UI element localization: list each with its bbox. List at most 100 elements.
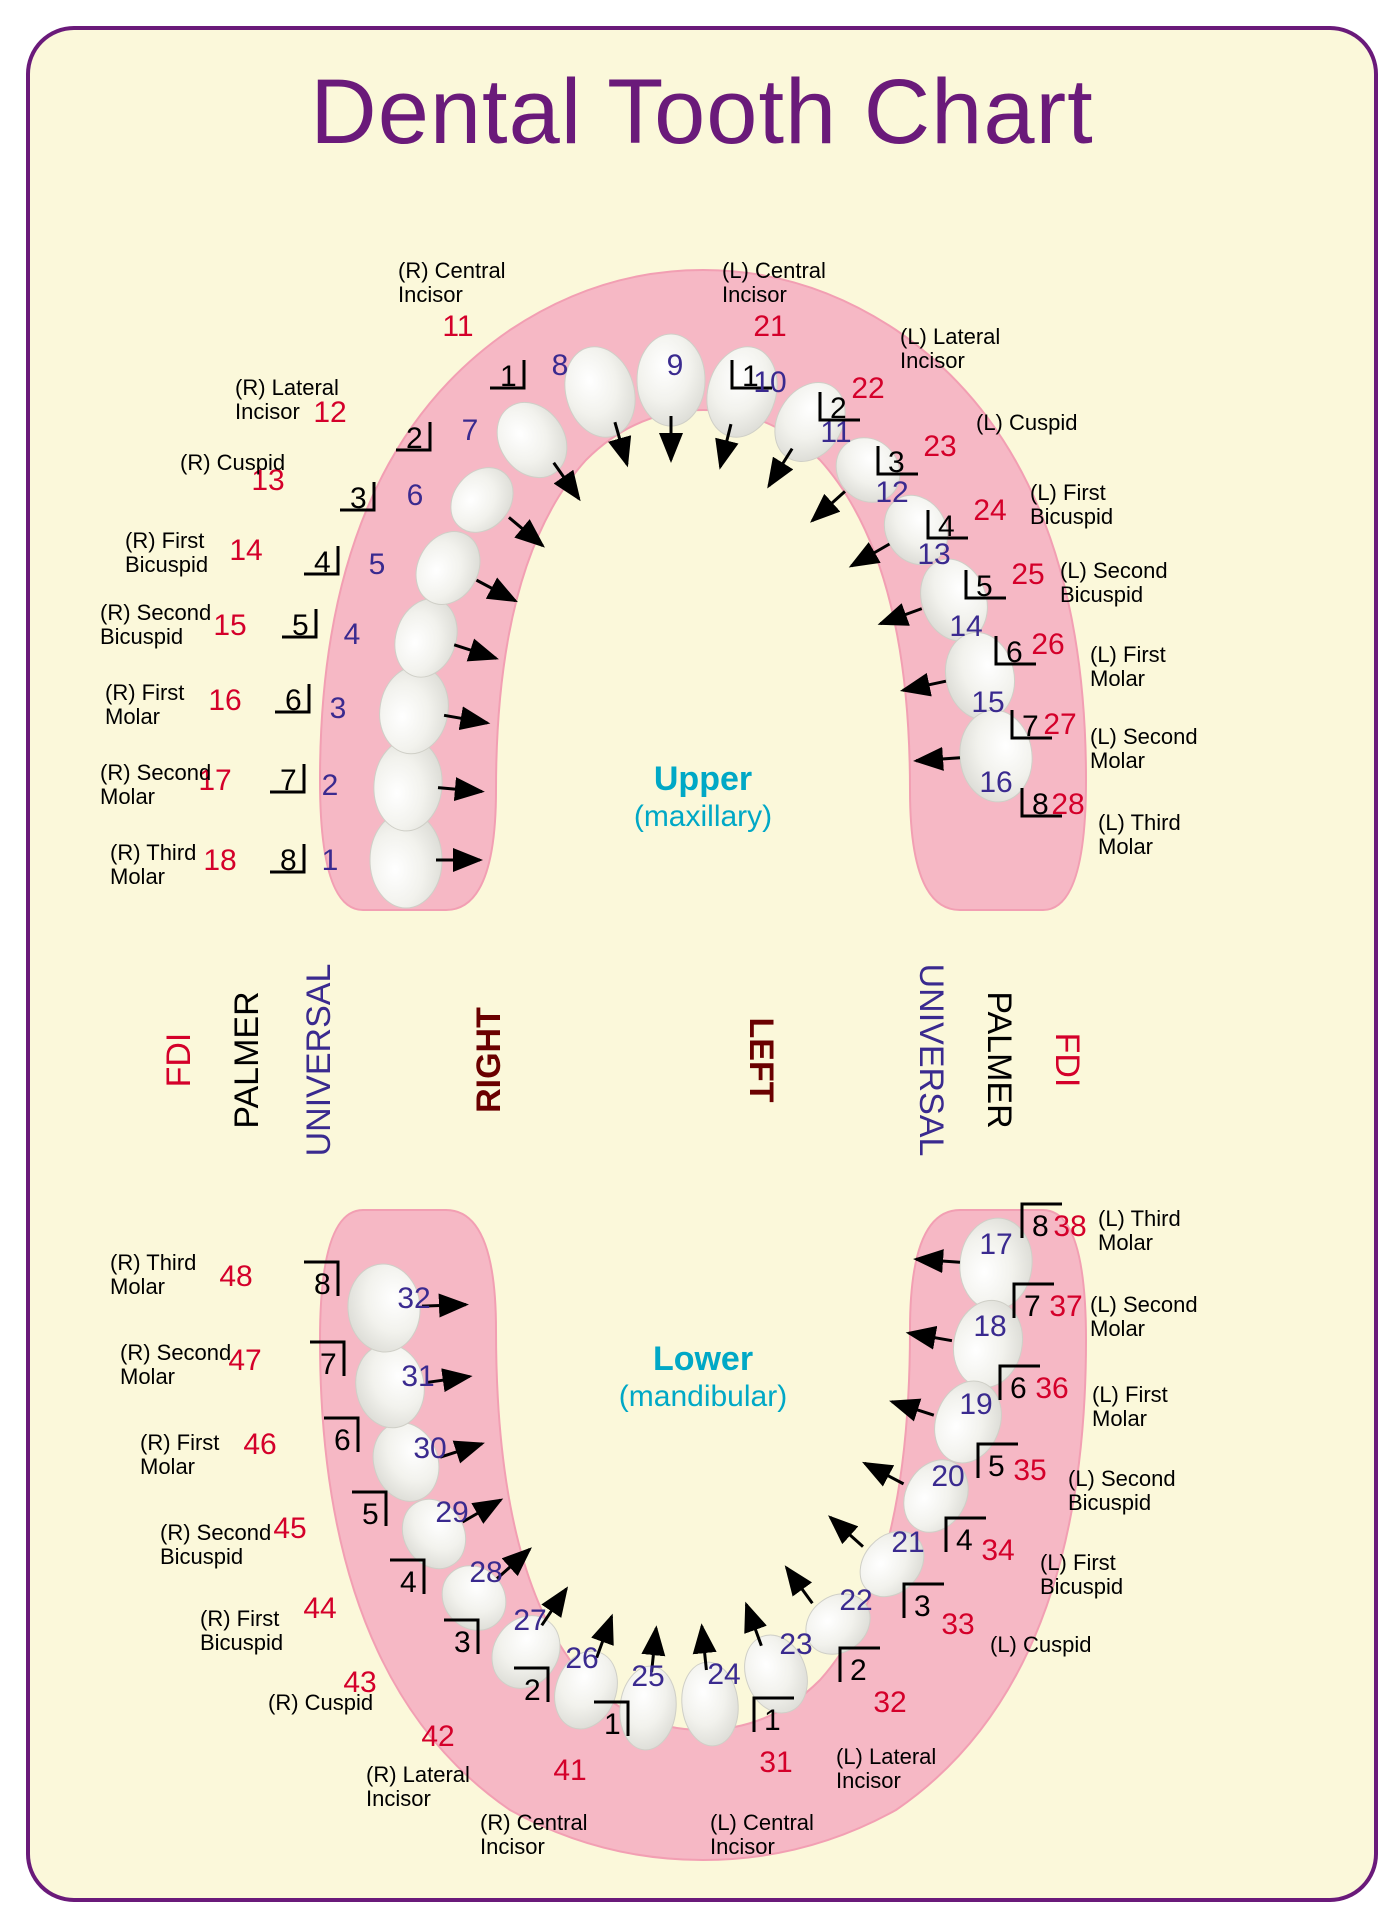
fdi-number: 15: [213, 609, 246, 642]
pointer-arrow: [786, 1568, 812, 1604]
palmer-number: 4: [956, 1524, 973, 1557]
universal-number: 29: [435, 1496, 468, 1529]
tooth-name: (R) FirstBicuspid: [200, 1606, 283, 1655]
tooth-name: (R) SecondBicuspid: [100, 600, 211, 649]
pointer-arrow: [865, 1463, 904, 1484]
fdi-number: 26: [1031, 628, 1064, 661]
lower-arch-label: Lower: [653, 1340, 753, 1378]
fdi-number: 14: [229, 534, 262, 567]
fdi-number: 27: [1043, 708, 1076, 741]
system-label: UNIVERSAL: [300, 964, 338, 1157]
fdi-number: 32: [873, 1686, 906, 1719]
palmer-number: 5: [362, 1498, 379, 1531]
tooth-name: (L) FirstMolar: [1090, 642, 1166, 691]
fdi-number: 48: [219, 1260, 252, 1293]
tooth-name: (L) ThirdMolar: [1098, 810, 1181, 859]
universal-number: 28: [469, 1556, 502, 1589]
universal-number: 30: [413, 1432, 446, 1465]
fdi-number: 45: [273, 1512, 306, 1545]
pointer-arrow: [769, 449, 792, 486]
universal-number: 32: [397, 1282, 430, 1315]
tooth-name: (R) Cuspid: [268, 1690, 373, 1715]
universal-number: 19: [959, 1388, 992, 1421]
fdi-number: 23: [923, 430, 956, 463]
tooth-name: (R) SecondMolar: [120, 1340, 231, 1389]
palmer-number: 5: [988, 1450, 1005, 1483]
fdi-number: 31: [759, 1746, 792, 1779]
axis-labels-layer: FDIPALMERUNIVERSALRIGHTLEFTUNIVERSALPALM…: [160, 964, 1086, 1157]
chart-panel: Dental Tooth Chart Upper(maxillary)Lower…: [26, 26, 1378, 1902]
tooth-name: (R) ThirdMolar: [110, 1250, 196, 1299]
universal-number: 10: [753, 366, 786, 399]
tooth-name: (L) SecondMolar: [1090, 724, 1198, 773]
universal-number: 5: [369, 548, 386, 581]
tooth-name: (R) Cuspid: [180, 450, 285, 475]
tooth-name: (R) ThirdMolar: [110, 840, 196, 889]
palmer-number: 4: [400, 1566, 417, 1599]
tooth-name: (R) LateralIncisor: [366, 1762, 470, 1811]
tooth-name: (R) SecondBicuspid: [160, 1520, 271, 1569]
tooth-name: (L) Cuspid: [990, 1632, 1091, 1657]
fdi-number: 46: [243, 1428, 276, 1461]
fdi-number: 41: [553, 1754, 586, 1787]
tooth-name: (R) SecondMolar: [100, 760, 211, 809]
palmer-number: 7: [320, 1348, 337, 1381]
tooth-name: (L) FirstMolar: [1092, 1382, 1168, 1431]
fdi-number: 47: [228, 1344, 261, 1377]
fdi-number: 36: [1035, 1372, 1068, 1405]
universal-number: 26: [565, 1642, 598, 1675]
palmer-number: 6: [1010, 1372, 1027, 1405]
fdi-number: 25: [1011, 558, 1044, 591]
tooth-name: (L) SecondBicuspid: [1060, 558, 1168, 607]
system-label: LEFT: [742, 1018, 780, 1103]
pointer-arrow: [597, 1616, 612, 1657]
fdi-number: 24: [973, 494, 1006, 527]
system-label: PALMER: [228, 991, 266, 1128]
universal-number: 4: [344, 618, 361, 651]
tooth-name: (L) LateralIncisor: [900, 324, 1000, 373]
tooth-name: (L) CentralIncisor: [710, 1810, 814, 1859]
palmer-number: 1: [764, 1704, 781, 1737]
universal-number: 11: [820, 416, 851, 449]
upper-arch-label: Upper: [654, 760, 752, 798]
pointer-arrow: [812, 491, 845, 520]
pointer-arrow: [746, 1604, 761, 1645]
fdi-number: 33: [941, 1608, 974, 1641]
tooth-name: (L) FirstBicuspid: [1040, 1550, 1123, 1599]
palmer-number: 6: [334, 1424, 351, 1457]
universal-number: 6: [407, 479, 424, 512]
universal-number: 22: [839, 1584, 872, 1617]
universal-number: 31: [401, 1360, 434, 1393]
palmer-number: 3: [454, 1626, 471, 1659]
fdi-number: 22: [851, 372, 884, 405]
fdi-number: 37: [1049, 1290, 1082, 1323]
universal-number: 27: [513, 1604, 546, 1637]
fdi-number: 16: [208, 684, 241, 717]
palmer-number: 8: [1032, 1210, 1049, 1243]
universal-number: 18: [973, 1310, 1006, 1343]
lower-arch-sub: (mandibular): [619, 1380, 787, 1413]
tooth-name: (R) CentralIncisor: [480, 1810, 588, 1859]
outer-container: Dental Tooth Chart Upper(maxillary)Lower…: [0, 0, 1396, 1920]
universal-number: 24: [707, 1658, 740, 1691]
dental-chart-svg: Upper(maxillary)Lower(mandibular)1818(R)…: [30, 30, 1374, 1898]
universal-number: 12: [875, 476, 908, 509]
universal-number: 7: [462, 414, 479, 447]
fdi-number: 34: [981, 1534, 1014, 1567]
fdi-number: 21: [753, 310, 786, 343]
system-label: FDI: [160, 1033, 198, 1088]
fdi-number: 11: [442, 310, 473, 343]
universal-number: 17: [979, 1228, 1012, 1261]
universal-number: 2: [322, 769, 339, 802]
universal-number: 23: [779, 1628, 812, 1661]
universal-number: 9: [667, 349, 684, 382]
universal-number: 21: [891, 1526, 924, 1559]
universal-number: 16: [979, 766, 1012, 799]
fdi-number: 35: [1013, 1454, 1046, 1487]
universal-number: 14: [949, 610, 982, 643]
pointer-arrow: [830, 1517, 863, 1546]
universal-number: 20: [931, 1460, 964, 1493]
palmer-number: 2: [524, 1674, 541, 1707]
fdi-number: 44: [303, 1592, 336, 1625]
palmer-number: 7: [1024, 1290, 1041, 1323]
